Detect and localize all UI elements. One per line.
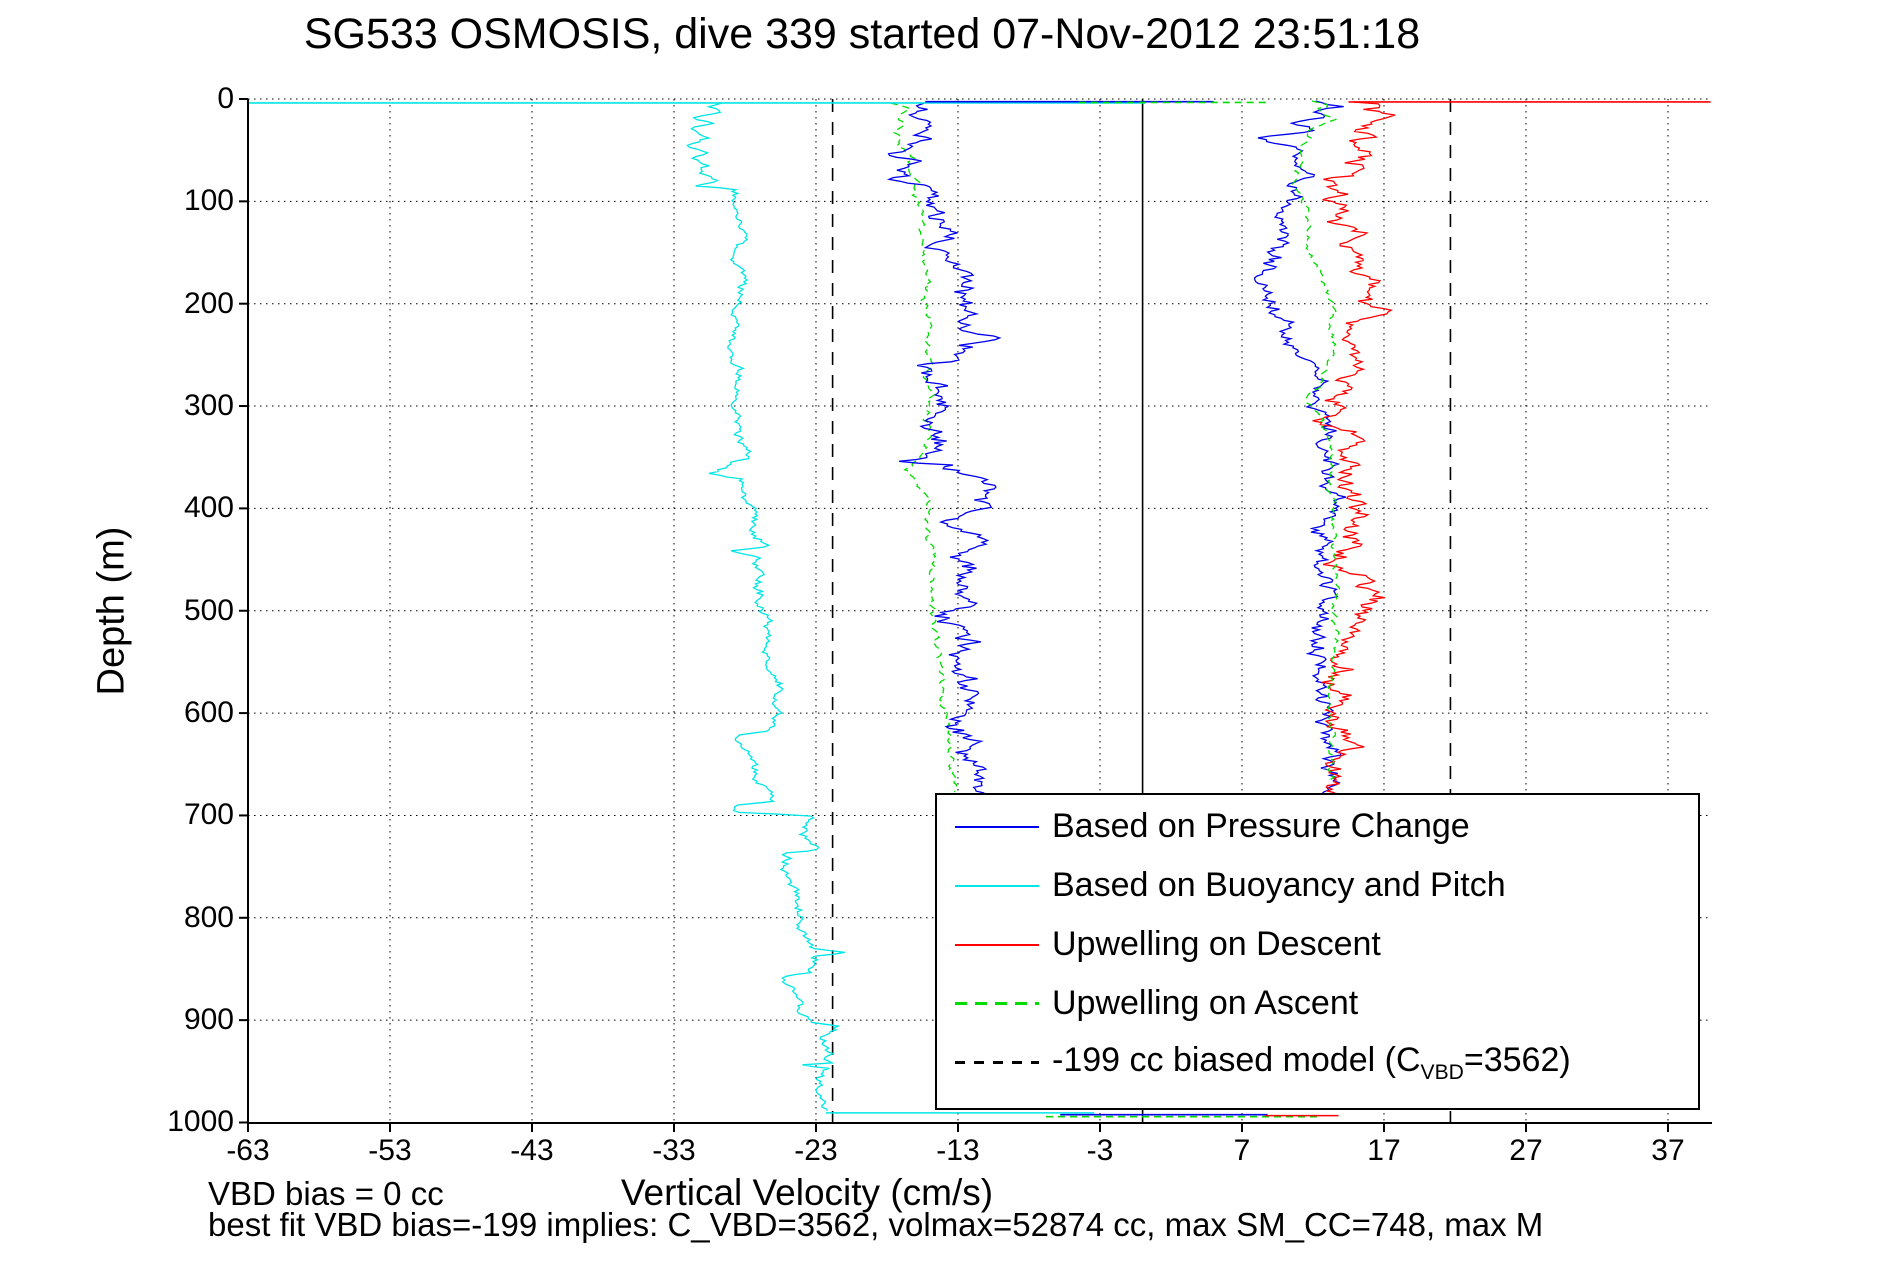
legend-line-sample <box>955 943 1039 946</box>
series-upwelling-ascent <box>1291 100 1341 784</box>
x-tick-label: -53 <box>368 1134 412 1167</box>
y-tick-label: 0 <box>217 82 234 115</box>
legend-entry: -199 cc biased model (CVBD=3562) <box>937 1033 1698 1092</box>
series-w-buoyancy-profile <box>686 102 846 1112</box>
series-upwelling-ascent-descent-leg <box>890 102 958 793</box>
x-tick-label: 7 <box>1233 1134 1251 1167</box>
series-upwelling-descent <box>1312 101 1396 794</box>
legend-label: -199 cc biased model (CVBD=3562) <box>1052 1040 1571 1084</box>
legend-line-sample <box>955 1002 1039 1005</box>
annotation-vbd-bias: VBD bias = 0 cc <box>208 1175 444 1212</box>
y-tick-label: 100 <box>183 184 234 218</box>
x-tick-label: -13 <box>936 1134 980 1167</box>
x-tick-label: -3 <box>1086 1134 1114 1167</box>
legend-entry: Upwelling on Ascent <box>937 974 1698 1033</box>
annotation-best-fit: best fit VBD bias=-199 implies: C_VBD=35… <box>208 1206 1544 1243</box>
y-tick-label: 600 <box>183 696 234 730</box>
y-tick-label: 900 <box>183 1003 234 1037</box>
legend-label: Based on Buoyancy and Pitch <box>1052 866 1506 904</box>
x-tick-label: -23 <box>794 1134 838 1167</box>
series-w-pressure-descent <box>886 101 1002 805</box>
x-tick-label: 17 <box>1367 1134 1401 1167</box>
x-axis-label: Vertical Velocity (cm/s) <box>620 1172 994 1213</box>
page-title: SG533 OSMOSIS, dive 339 started 07-Nov-2… <box>303 10 1421 58</box>
legend-entry: Based on Pressure Change <box>937 797 1698 856</box>
x-tick-label: -43 <box>510 1134 554 1167</box>
y-tick-label: 300 <box>183 389 234 423</box>
y-tick-label: 500 <box>183 593 234 627</box>
y-tick-label: 400 <box>183 491 234 525</box>
legend-line-sample <box>955 884 1039 887</box>
y-tick-label: 800 <box>183 900 234 934</box>
x-tick-label: -33 <box>652 1134 696 1167</box>
x-tick-label: 27 <box>1509 1134 1543 1167</box>
legend-line-sample <box>955 1061 1039 1064</box>
y-tick-label: 200 <box>183 286 234 320</box>
y-tick-label: 1000 <box>167 1105 234 1139</box>
legend-line-sample <box>955 825 1039 828</box>
legend-label: Upwelling on Ascent <box>1052 984 1359 1022</box>
legend-label: Upwelling on Descent <box>1052 925 1381 963</box>
legend-label: Based on Pressure Change <box>1052 807 1470 845</box>
x-tick-label: -63 <box>226 1134 270 1167</box>
y-tick-label: 700 <box>183 798 234 832</box>
legend-entry: Based on Buoyancy and Pitch <box>937 856 1698 915</box>
legend-box: Based on Pressure Change Based on Buoyanc… <box>935 793 1700 1110</box>
x-tick-label: 37 <box>1651 1134 1685 1167</box>
series-w-pressure-ascent <box>1253 100 1347 802</box>
legend-entry: Upwelling on Descent <box>937 915 1698 974</box>
